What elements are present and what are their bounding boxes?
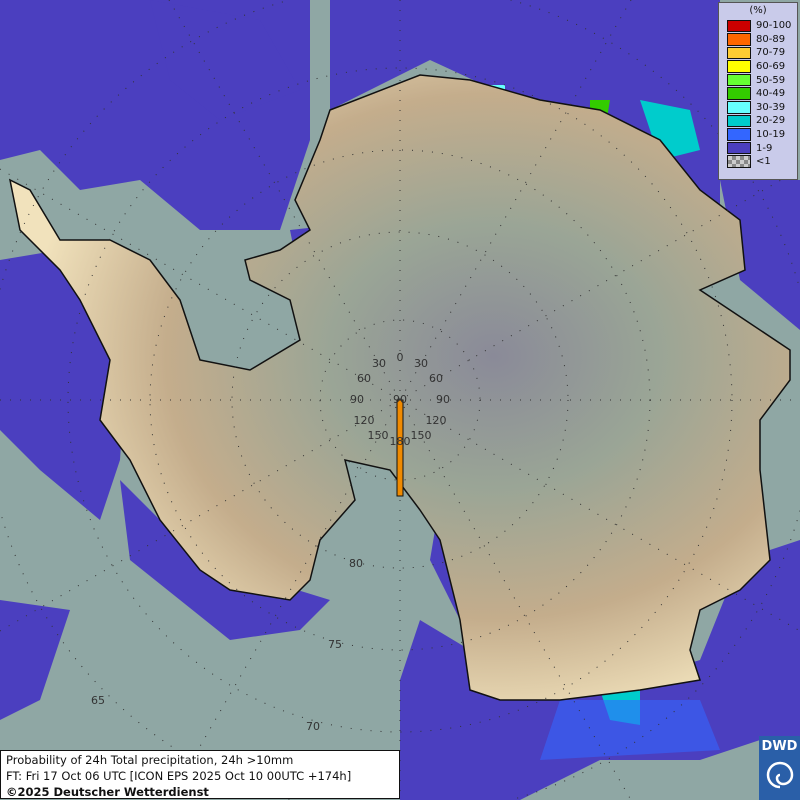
legend-label: 10-19 [756,129,786,141]
legend-label: 60-69 [756,61,786,73]
legend-item: 20-29 [719,114,797,128]
legend-label: 30-39 [756,101,786,113]
lon-label: 0 [397,351,404,364]
lon-label: 180 [390,435,411,448]
legend-item: 30-39 [719,101,797,115]
lat-label: 65 [91,694,105,707]
lon-label: 30 [372,357,386,370]
legend-swatch [727,73,751,87]
legend-swatch [727,87,751,101]
legend-item: <1 [719,155,797,169]
legend-item: 70-79 [719,46,797,60]
legend-item: 60-69 [719,60,797,74]
ice-shelf-edge [396,399,404,497]
legend-unit: (%) [749,5,767,16]
legend-label: 20-29 [756,115,786,127]
legend-swatch [727,19,751,33]
legend-item: 40-49 [719,87,797,101]
lon-label: 90 [436,393,450,406]
lon-label: 120 [426,414,447,427]
legend-swatch [727,33,751,46]
legend-swatch [727,114,751,128]
legend-label: 90-100 [756,20,792,32]
legend: (%) 90-100 80-89 70-79 60-69 50-59 40-49 30-39… [718,2,798,180]
legend-label: 80-89 [756,33,786,45]
longitude-labels: 0 30 30 60 60 90 90 90 120 120 150 150 1… [350,351,450,448]
lon-label: 60 [429,372,443,385]
legend-swatch [727,46,751,60]
legend-label: <1 [756,156,771,168]
legend-item: 50-59 [719,73,797,87]
legend-label: 40-49 [756,88,786,100]
latitude-labels: 80 75 70 65 [91,557,363,733]
legend-swatch [727,60,751,73]
legend-item: 10-19 [719,128,797,142]
lon-label: 150 [368,429,389,442]
logo-text: DWD [761,739,798,754]
legend-label: 50-59 [756,74,786,86]
antarctica-landmass [8,74,791,701]
lon-label: 60 [357,372,371,385]
legend-item: 1-9 [719,141,797,155]
legend-swatch [727,101,751,114]
legend-item: 90-100 [719,19,797,33]
legend-swatch [727,141,751,155]
lon-label: 150 [411,429,432,442]
legend-label: 70-79 [756,47,786,59]
lon-label: 30 [414,357,428,370]
dwd-logo: DWD [759,736,800,800]
lat-label: 80 [349,557,363,570]
legend-swatch [727,155,751,169]
lat-label: 75 [328,638,342,651]
lon-label: 120 [354,414,375,427]
map-title: Probability of 24h Total precipitation, … [6,753,294,767]
copyright: ©2025 Deutscher Wetterdienst [6,785,209,799]
lon-label: 90 [350,393,364,406]
legend-item: 80-89 [719,33,797,47]
legend-swatch [727,128,751,141]
lat-label: 70 [306,720,320,733]
info-box: Probability of 24h Total precipitation, … [0,750,400,799]
legend-label: 1-9 [756,142,773,154]
forecast-time: FT: Fri 17 Oct 06 UTC [ICON EPS 2025 Oct… [6,769,352,783]
lon-label: 90 [393,393,407,406]
swirl-icon [766,761,793,789]
